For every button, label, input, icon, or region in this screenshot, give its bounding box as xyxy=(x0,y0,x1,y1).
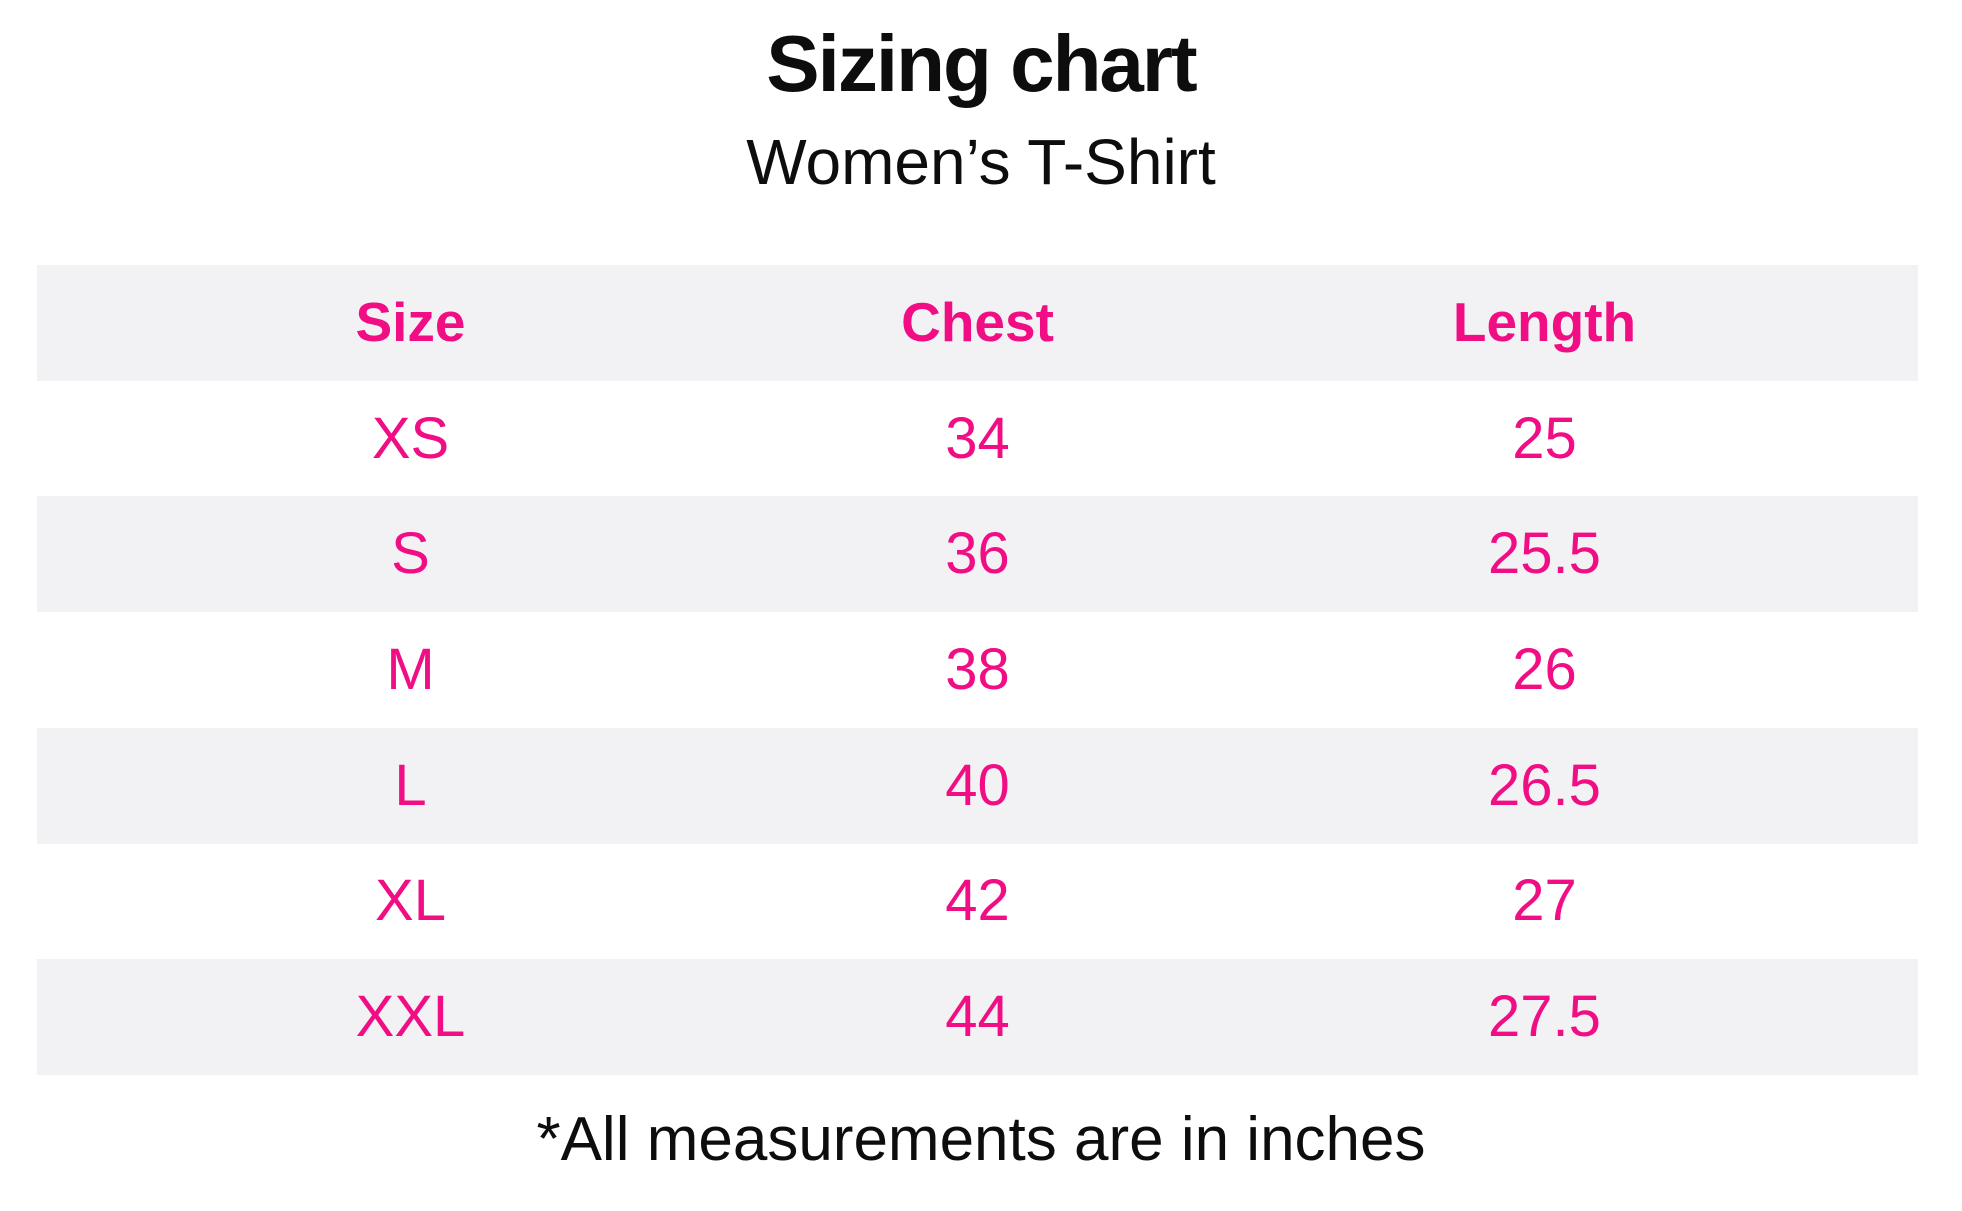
chest-cell: 44 xyxy=(945,984,1010,1050)
length-cell: 27 xyxy=(1512,868,1577,934)
size-cell: XXL xyxy=(355,984,466,1050)
size-cell: XL xyxy=(375,868,446,934)
table-row-l: L 40 26.5 xyxy=(37,727,1918,844)
chest-cell: 40 xyxy=(945,752,1010,818)
measurements-footnote: *All measurements are in inches xyxy=(536,1105,1426,1174)
page-subtitle: Women’s T-Shirt xyxy=(746,126,1216,198)
size-cell: M xyxy=(386,636,435,702)
length-cell: 27.5 xyxy=(1488,984,1601,1050)
size-cell: L xyxy=(394,752,427,818)
table-header-row: Size Chest Length xyxy=(37,265,1918,381)
size-cell: S xyxy=(391,521,430,587)
length-cell: 25 xyxy=(1512,405,1577,471)
table-row-xs: XS 34 25 xyxy=(37,381,1918,497)
chest-cell: 42 xyxy=(945,868,1010,934)
column-header-chest: Chest xyxy=(901,291,1054,354)
size-cell: XS xyxy=(371,405,450,471)
table-row-s: S 36 25.5 xyxy=(37,496,1918,613)
chest-cell: 38 xyxy=(945,636,1010,702)
table-row-xxl: XXL 44 27.5 xyxy=(37,959,1918,1075)
column-header-length: Length xyxy=(1452,291,1637,354)
chest-cell: 34 xyxy=(945,405,1010,471)
length-cell: 26 xyxy=(1512,636,1577,702)
length-cell: 25.5 xyxy=(1488,521,1601,587)
table-row-m: M 38 26 xyxy=(37,612,1918,728)
table-row-xl: XL 42 27 xyxy=(37,844,1918,960)
page-title: Sizing chart xyxy=(766,19,1197,108)
sizing-table: Size Chest Length XS 34 25 S 36 25.5 M 3… xyxy=(37,265,1918,1075)
length-cell: 26.5 xyxy=(1488,752,1601,818)
column-header-size: Size xyxy=(355,291,466,354)
chest-cell: 36 xyxy=(945,521,1010,587)
